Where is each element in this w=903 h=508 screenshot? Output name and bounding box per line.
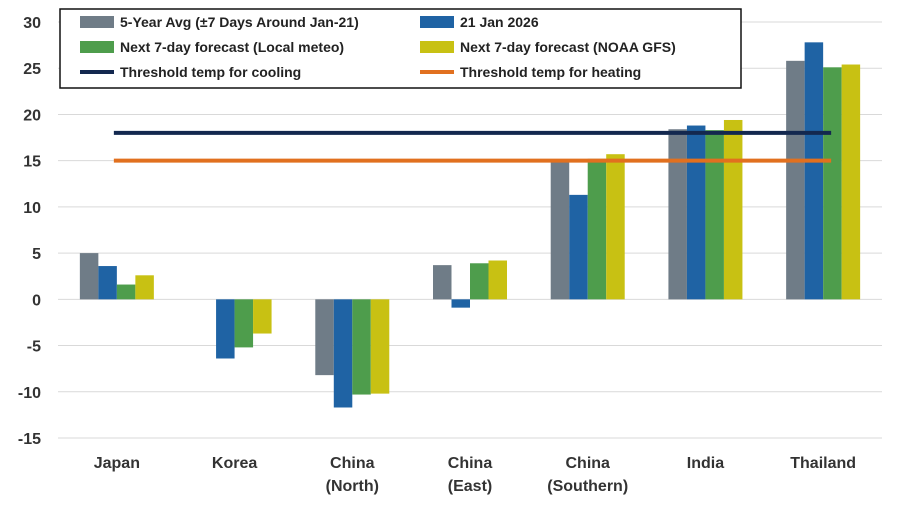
y-tick-label: 20: [23, 107, 41, 124]
bar: [723, 119, 743, 300]
y-axis-ticks: 30 25 20 15 10 5 0 -5 -10 -15: [18, 15, 41, 448]
bar: [488, 260, 507, 300]
legend-label: Next 7-day forecast (NOAA GFS): [460, 39, 676, 55]
legend-swatch: [420, 41, 454, 53]
category-label: (East): [448, 478, 492, 495]
threshold-lines: [113, 130, 832, 163]
category-label: Japan: [94, 455, 140, 472]
y-tick-label: 15: [23, 154, 41, 171]
bar: [451, 299, 470, 308]
bar: [216, 299, 235, 359]
legend-label: Threshold temp for cooling: [120, 64, 301, 80]
bar: [804, 42, 824, 300]
bar: [433, 265, 452, 300]
y-tick-label: 5: [32, 246, 41, 263]
y-tick-label: 30: [23, 15, 41, 32]
legend-swatch: [420, 16, 454, 28]
bar: [668, 129, 687, 300]
category-label: India: [687, 455, 724, 472]
bar: [135, 275, 154, 300]
bar: [587, 158, 607, 300]
y-tick-label: 25: [23, 61, 41, 78]
legend: 5-Year Avg (±7 Days Around Jan-21) 21 Jan…: [59, 8, 742, 89]
legend-box: [59, 8, 742, 89]
y-tick-label: 0: [32, 292, 41, 309]
legend-label: Threshold temp for heating: [460, 64, 641, 80]
category-label: China: [330, 455, 375, 472]
bar: [569, 194, 588, 300]
bar: [98, 266, 117, 300]
bar: [823, 67, 842, 300]
bar: [253, 299, 272, 334]
bar: [786, 60, 805, 300]
bar: [315, 299, 334, 376]
category-label: Thailand: [790, 455, 856, 472]
category-label: China: [565, 455, 610, 472]
bar: [686, 125, 706, 300]
bar: [606, 154, 625, 300]
legend-label: Next 7-day forecast (Local meteo): [120, 39, 344, 55]
y-tick-label: 10: [23, 200, 41, 217]
bar: [116, 284, 136, 300]
category-labels: Japan Korea China (North) China (East) China (S…: [94, 455, 856, 495]
bar: [370, 299, 390, 394]
y-tick-label: -5: [27, 339, 41, 356]
bar: [470, 263, 489, 300]
category-label: (Southern): [547, 478, 628, 495]
y-tick-label: -15: [18, 431, 41, 448]
legend-label: 21 Jan 2026: [460, 14, 539, 30]
category-label: (North): [326, 478, 379, 495]
category-label: Korea: [212, 455, 257, 472]
bar: [234, 299, 254, 348]
bar: [352, 299, 371, 395]
bar: [705, 130, 724, 300]
bar: [550, 160, 570, 300]
bar: [333, 299, 353, 408]
legend-label: 5-Year Avg (±7 Days Around Jan-21): [120, 14, 359, 30]
category-label: China: [448, 455, 493, 472]
bar: [841, 64, 861, 300]
bars: [79, 42, 861, 408]
legend-swatch: [80, 16, 114, 28]
y-tick-label: -10: [18, 385, 41, 402]
legend-swatch: [80, 41, 114, 53]
bar: [79, 253, 99, 300]
